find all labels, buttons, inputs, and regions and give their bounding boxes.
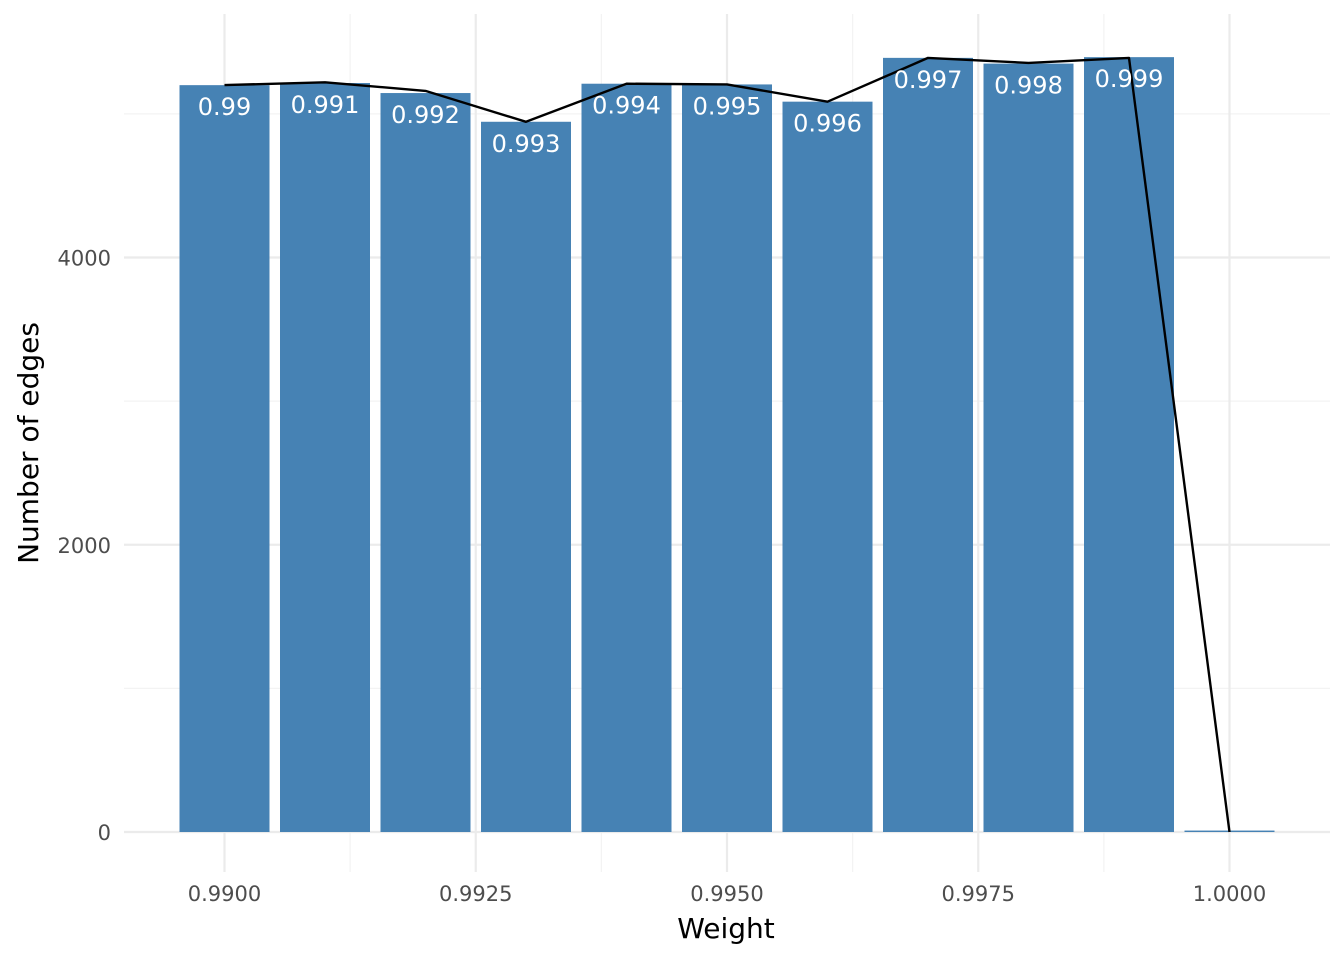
x-tick-label: 0.9925 bbox=[439, 882, 512, 906]
bar-labels: 0.99 0.991 0.992 0.993 0.994 0.995 0.996 0.997 0… bbox=[198, 65, 1164, 158]
bar-label: 0.995 bbox=[693, 92, 762, 120]
bar bbox=[1084, 57, 1174, 832]
x-tick-label: 0.9975 bbox=[942, 882, 1015, 906]
bar-label: 0.991 bbox=[291, 91, 360, 119]
x-tick-label: 1.0000 bbox=[1193, 882, 1266, 906]
bar bbox=[481, 121, 571, 833]
y-tick-label: 0 bbox=[98, 821, 111, 845]
trend-line-path bbox=[224, 56, 1231, 833]
bar-label: 0.994 bbox=[592, 92, 661, 120]
x-axis-title: Weight bbox=[677, 912, 775, 945]
bars bbox=[179, 57, 1275, 833]
x-tick-label: 0.9900 bbox=[188, 882, 261, 906]
y-tick-label: 2000 bbox=[58, 534, 111, 558]
bar bbox=[983, 63, 1074, 832]
bar-label: 0.999 bbox=[1095, 65, 1164, 93]
bar-label: 0.997 bbox=[894, 66, 963, 94]
bar bbox=[380, 93, 471, 832]
bar-label: 0.992 bbox=[391, 101, 460, 129]
bar bbox=[782, 101, 873, 833]
trend-line bbox=[224, 56, 1231, 833]
bar bbox=[682, 84, 772, 832]
bar bbox=[280, 82, 370, 833]
tick-labels: 0.9900 0.9925 0.9950 0.9975 1.0000 0 2000 4000 bbox=[58, 247, 1267, 907]
bar-label: 0.998 bbox=[994, 72, 1063, 100]
bar-label: 0.993 bbox=[492, 130, 561, 158]
bar-label: 0.996 bbox=[793, 110, 862, 138]
bar-label: 0.99 bbox=[198, 93, 251, 121]
x-tick-label: 0.9950 bbox=[690, 882, 763, 906]
bar bbox=[179, 85, 270, 832]
y-tick-label: 4000 bbox=[58, 247, 111, 271]
y-axis-title: Number of edges bbox=[12, 322, 45, 564]
bar bbox=[581, 83, 672, 833]
bar bbox=[883, 57, 973, 832]
